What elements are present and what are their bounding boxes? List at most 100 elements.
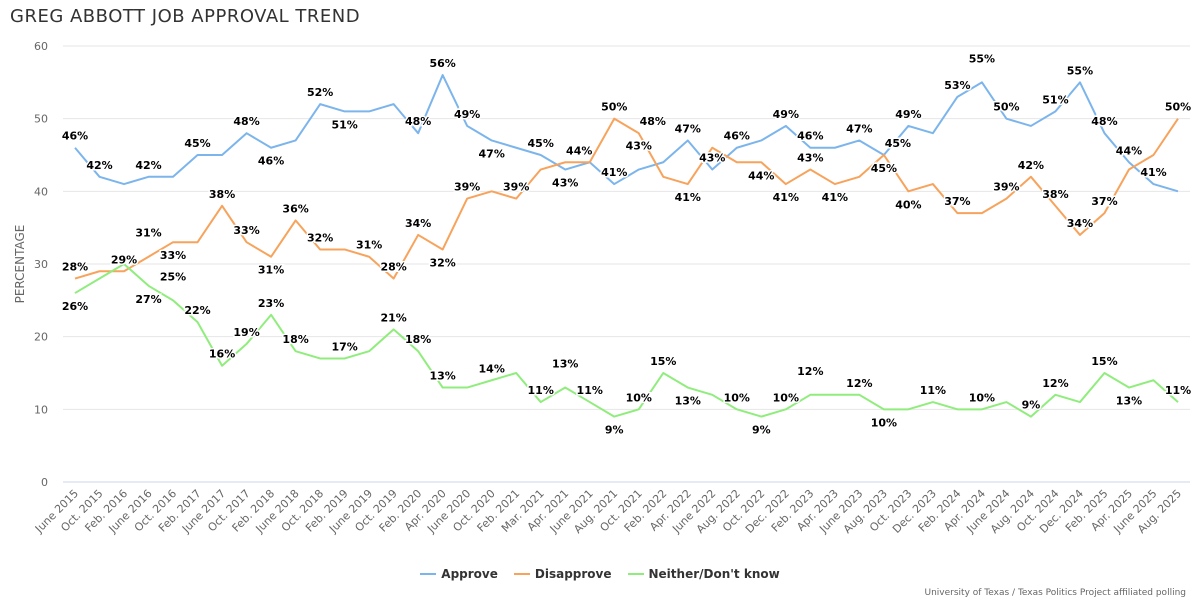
data-label: 22% [184,304,210,317]
data-label: 37% [1091,195,1117,208]
data-label: 39% [454,181,480,194]
data-label: 43% [699,152,725,165]
data-label: 46% [797,130,823,143]
data-label: 46% [62,130,88,143]
data-label: 11% [920,384,946,397]
data-label: 48% [405,115,431,128]
data-label: 44% [1116,144,1142,157]
data-label: 47% [846,122,872,135]
y-tick-label: 10 [34,403,48,416]
data-label: 11% [1165,384,1191,397]
data-label: 44% [566,144,592,157]
data-label: 41% [773,191,799,204]
data-label: 42% [1018,159,1044,172]
data-label: 41% [675,191,701,204]
y-tick-label: 20 [34,331,48,344]
credit-text: University of Texas / Texas Politics Pro… [924,588,1186,598]
data-label: 18% [282,333,308,346]
data-label: 38% [1042,188,1068,201]
data-label: 32% [307,231,333,244]
series-line-disapprove [74,117,1179,280]
data-label: 34% [1067,217,1093,230]
data-label: 45% [184,137,210,150]
data-label: 55% [969,52,995,65]
data-label: 11% [577,384,603,397]
series-line-approve [74,74,1179,193]
data-label: 9% [1022,399,1041,412]
data-label: 11% [528,384,554,397]
data-label: 43% [552,177,578,190]
data-label: 31% [356,239,382,252]
data-label: 10% [969,391,995,404]
data-label: 9% [752,424,771,437]
data-label: 42% [86,159,112,172]
data-label: 46% [258,155,284,168]
y-tick-label: 0 [41,476,48,489]
data-label: 48% [233,115,259,128]
data-label: 28% [62,261,88,274]
data-label: 53% [944,79,970,92]
data-label: 10% [626,391,652,404]
chart-title: GREG ABBOTT JOB APPROVAL TREND [10,6,361,27]
data-label: 10% [871,416,897,429]
data-label: 13% [552,358,578,371]
data-label: 31% [258,264,284,277]
data-label: 44% [748,169,774,182]
data-label: 29% [111,253,137,266]
legend-item[interactable]: Neither/Don't know [627,567,780,581]
y-axis-label: PERCENTAGE [13,225,27,304]
data-label: 13% [429,370,455,383]
data-label: 12% [797,365,823,378]
legend-line-icon [513,573,530,575]
data-label: 48% [1091,115,1117,128]
data-label: 49% [895,108,921,121]
data-label: 45% [885,137,911,150]
data-label: 51% [1042,93,1068,106]
legend-label: Neither/Don't know [648,567,780,581]
y-tick-label: 40 [34,185,48,198]
data-label: 15% [1091,355,1117,368]
legend-label: Disapprove [534,567,612,581]
data-label: 37% [944,195,970,208]
data-label: 16% [209,348,235,361]
data-label: 50% [601,101,627,114]
data-label: 42% [135,159,161,172]
data-label: 33% [160,249,186,262]
y-tick-label: 50 [34,113,48,126]
data-label: 38% [209,188,235,201]
data-label: 13% [675,395,701,408]
data-label: 10% [724,391,750,404]
data-label: 49% [454,108,480,121]
data-label: 26% [62,300,88,313]
data-label: 9% [605,424,624,437]
data-label: 45% [871,162,897,175]
data-label: 28% [380,261,406,274]
data-label: 17% [331,340,357,353]
y-tick-label: 60 [34,40,48,53]
legend-line-icon [627,573,644,575]
data-label: 45% [528,137,554,150]
data-label: 10% [773,391,799,404]
data-label: 50% [1165,101,1191,114]
y-tick-label: 30 [34,258,48,271]
data-label: 31% [135,227,161,240]
data-label: 56% [429,57,455,70]
data-label: 51% [331,118,357,131]
data-label: 15% [650,355,676,368]
legend-item[interactable]: Disapprove [513,567,612,581]
legend-label: Approve [441,567,498,581]
data-label: 13% [1116,395,1142,408]
data-label: 40% [895,198,921,211]
data-label: 41% [822,191,848,204]
legend-item[interactable]: Approve [420,567,498,581]
data-label: 50% [993,101,1019,114]
data-label: 34% [405,217,431,230]
data-label: 33% [233,224,259,237]
legend: Approve Disapprove Neither/Don't know [0,564,1200,581]
data-label: 36% [282,202,308,215]
data-label: 21% [380,311,406,324]
data-label: 39% [503,181,529,194]
data-label: 14% [479,362,505,375]
data-label: 23% [258,297,284,310]
